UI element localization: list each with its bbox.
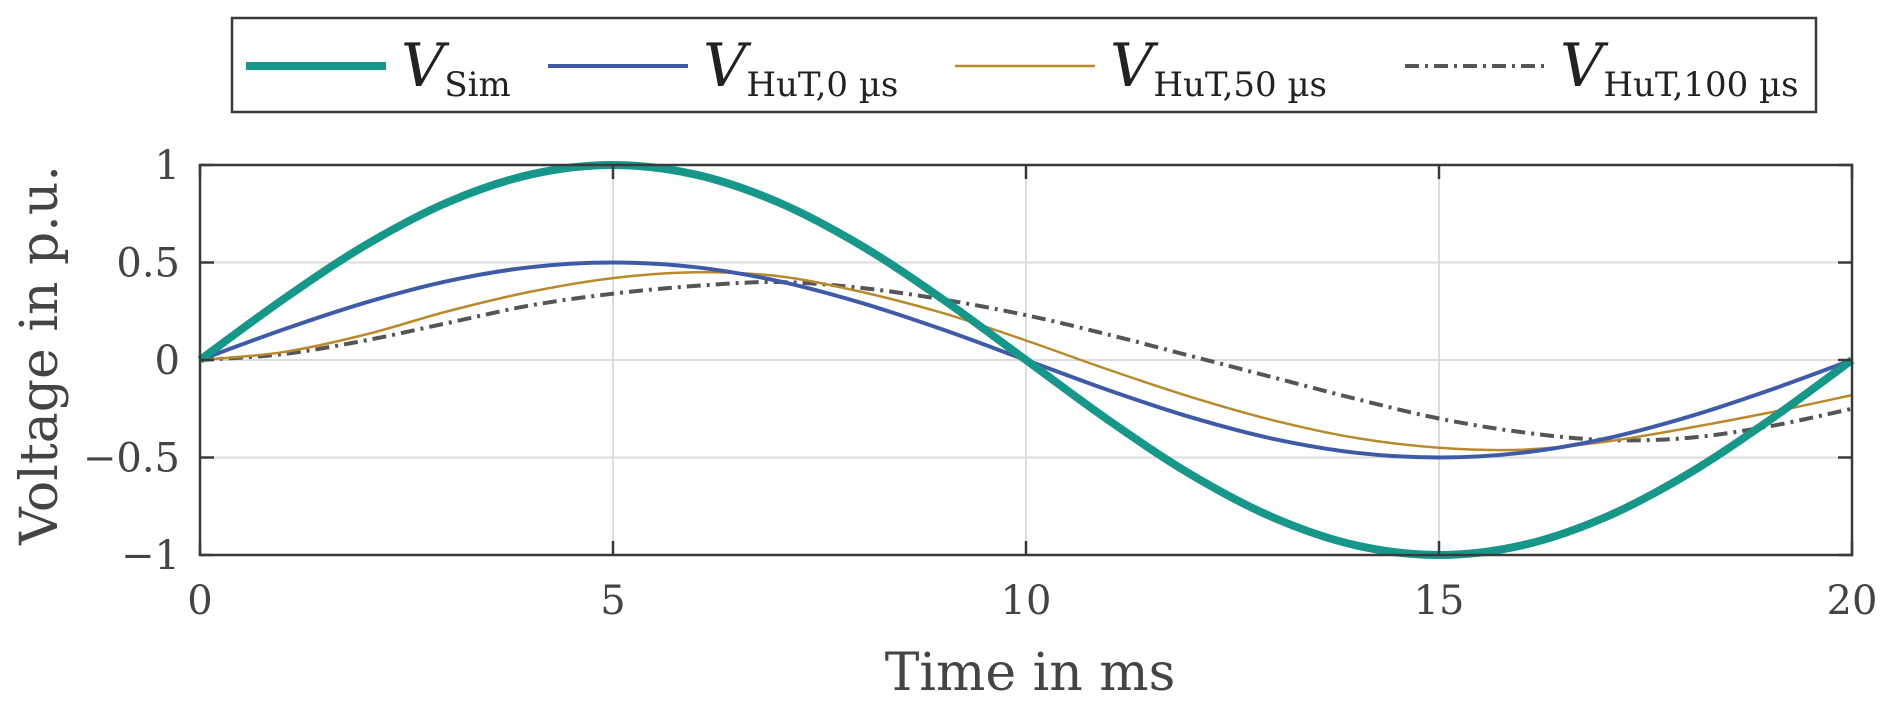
legend-label-2: VHuT,50 µs [1110, 31, 1327, 105]
x-axis-label: Time in ms [885, 643, 1176, 703]
x-tick-label: 10 [1001, 578, 1052, 624]
legend: VSim VHuT,0 µs VHuT,50 µs VHuT,100 µs [230, 16, 1818, 114]
legend-label-0: VSim [401, 31, 511, 105]
y-tick-label: 0.5 [116, 241, 180, 287]
y-tick-labels: 1 0.5 0 −0.5 −1 [83, 143, 180, 579]
x-tick-labels: 0 5 10 15 20 [187, 578, 1877, 624]
y-tick-label: −1 [121, 533, 180, 579]
x-tick-label: 5 [600, 578, 625, 624]
series-line-0 [197, 161, 1855, 559]
x-tick-label: 0 [187, 578, 212, 624]
y-tick-label: 1 [155, 143, 180, 189]
legend-label-1: VHuT,0 µs [703, 31, 898, 105]
series-layer [197, 161, 1855, 559]
series-line-3 [199, 279, 1853, 443]
x-tick-label: 20 [1827, 578, 1878, 624]
y-axis-label: Voltage in p.u. [10, 165, 70, 546]
y-tick-label: −0.5 [83, 436, 180, 482]
x-tick-label: 15 [1414, 578, 1465, 624]
tick-marks [198, 163, 1854, 557]
y-tick-label: 0 [155, 338, 180, 384]
legend-label-3: VHuT,100 µs [1560, 31, 1799, 105]
